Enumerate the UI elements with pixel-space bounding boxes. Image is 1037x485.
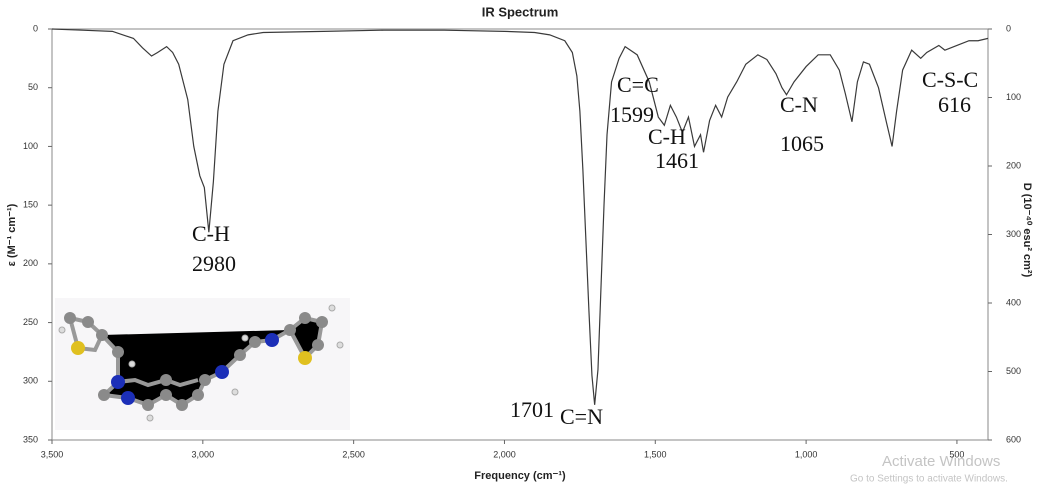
y2-tick-label: 400	[1006, 297, 1021, 307]
y-tick-label: 250	[23, 317, 38, 327]
x-tick-label: 1,500	[644, 449, 667, 459]
y-tick-label: 300	[23, 376, 38, 386]
x-tick-label: 500	[949, 449, 964, 459]
y2-tick-label: 600	[1006, 434, 1021, 444]
chart: IR Spectrum	[0, 0, 1037, 485]
y-tick-label: 50	[28, 82, 38, 92]
x-axis-label: Frequency (cm⁻¹)	[474, 470, 566, 482]
annotation: C-S-C	[922, 67, 978, 92]
annotation: 1701	[510, 397, 554, 422]
y-tick-label: 100	[23, 141, 38, 151]
x-tick-label: 2,500	[342, 449, 365, 459]
y-tick-label: 350	[23, 434, 38, 444]
y2-tick-label: 200	[1006, 160, 1021, 170]
y2-tick-label: 0	[1006, 23, 1011, 33]
y-tick-label: 0	[33, 23, 38, 33]
x-tick-label: 2,000	[493, 449, 516, 459]
watermark-subtitle: Go to Settings to activate Windows.	[850, 474, 1008, 485]
annotation: 616	[938, 92, 971, 117]
annotation: 1461	[655, 148, 699, 173]
annotation: C-N	[780, 92, 818, 117]
y2-axis-label: D (10⁻⁴⁰ esu² cm²)	[1021, 183, 1033, 278]
annotation: 2980	[192, 251, 236, 276]
y-axis-label: ε (M⁻¹ cm⁻¹)	[6, 203, 18, 266]
molecule	[55, 298, 350, 430]
y2-tick-label: 500	[1006, 366, 1021, 376]
chart-title: IR Spectrum	[482, 4, 559, 19]
y2-tick-label: 100	[1006, 92, 1021, 102]
annotation: C-H	[648, 124, 686, 149]
annotation: C=N	[560, 404, 603, 429]
watermark-title: Activate Windows	[882, 453, 1000, 470]
x-tick-label: 3,000	[192, 449, 215, 459]
y2-tick-label: 300	[1006, 229, 1021, 239]
x-tick-label: 3,500	[41, 449, 64, 459]
annotation: 1065	[780, 131, 824, 156]
y-tick-label: 200	[23, 258, 38, 268]
annotation: C-H	[192, 221, 230, 246]
y-tick-label: 150	[23, 200, 38, 210]
annotation: C=C	[617, 72, 659, 97]
x-tick-label: 1,000	[795, 449, 818, 459]
